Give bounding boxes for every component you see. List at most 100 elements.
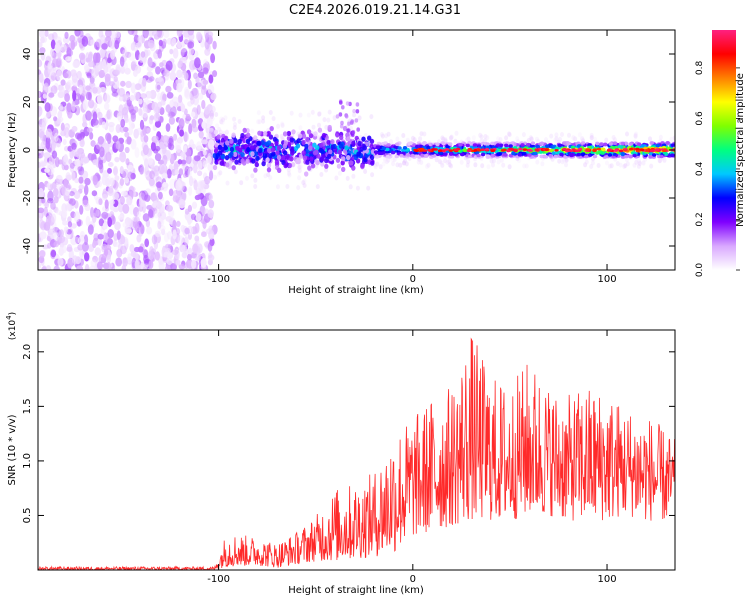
spectrogram-cell <box>367 135 372 141</box>
spectrogram-cell <box>595 141 600 146</box>
spectrogram-cell <box>628 147 634 151</box>
spectrogram-cell <box>69 162 75 169</box>
spectrogram-cell <box>126 195 133 206</box>
spectrogram-cell <box>528 135 533 141</box>
spectrogram-cell <box>441 141 446 146</box>
spectrogram-cell <box>112 192 120 201</box>
spectrogram-cell <box>58 104 64 111</box>
spectrogram-cell <box>150 141 156 152</box>
spectrogram-cell <box>604 137 609 143</box>
spectrogram-cell <box>113 75 118 83</box>
spectrogram-cell <box>296 185 301 191</box>
spectrogram-cell <box>73 190 81 200</box>
spectrogram-cell <box>78 176 84 184</box>
spectrogram-cell <box>622 164 627 169</box>
spectrogram-cell <box>506 149 511 153</box>
spectrogram-cell <box>636 157 641 163</box>
spectrogram-cell <box>337 149 342 155</box>
spectrogram-cell <box>82 121 88 128</box>
spectrogram-cell <box>467 154 473 159</box>
spectrogram-cell <box>355 102 360 107</box>
spectrogram-cell <box>92 159 99 166</box>
spectrogram-cell <box>39 47 46 54</box>
spectrogram-cell <box>141 190 149 201</box>
spectrogram-cell <box>298 125 303 131</box>
spectrogram-cell <box>92 87 98 94</box>
spectrogram-cell <box>190 111 196 118</box>
spectrogram-cell <box>277 167 282 173</box>
spectrogram-cell <box>507 132 512 138</box>
spectrogram-cell <box>101 211 109 219</box>
spectrogram-cell <box>341 105 345 110</box>
spectrogram-cell <box>57 258 64 266</box>
spectrogram-cell <box>649 149 655 153</box>
spectrogram-cell <box>583 162 588 168</box>
spectrogram-cell <box>113 69 120 75</box>
spectrogram-cell <box>38 262 42 270</box>
spectrogram-cell <box>268 175 273 181</box>
spectrogram-cell <box>167 231 172 240</box>
snr-panel: -100 0 100 0.5 1.0 1.5 2.0 Height of straight… <box>5 312 676 596</box>
spectrogram-cell <box>159 107 165 116</box>
spectrogram-cell <box>156 92 162 101</box>
spectrogram-cell <box>274 159 280 165</box>
spectrogram-cell <box>173 133 178 141</box>
spectrogram-cell <box>443 137 448 143</box>
spectrogram-cell <box>584 159 589 165</box>
spectrogram-cell <box>120 235 126 245</box>
spectrogram-cell <box>637 159 642 165</box>
spectrogram-cell <box>187 79 192 90</box>
spectrogram-cell <box>77 166 83 172</box>
spectrogram-cell <box>208 130 215 139</box>
spectrogram-cell <box>623 148 628 151</box>
spectrogram-cell <box>201 99 206 110</box>
spectrogram-cell <box>202 67 209 74</box>
spectrogram-cell <box>377 151 382 155</box>
spectrogram-cell <box>271 116 276 122</box>
spectrogram-cell <box>239 180 244 186</box>
spectrogram-cell <box>137 98 143 105</box>
spectrogram-cell <box>345 101 350 106</box>
spectrogram-cell <box>207 163 214 172</box>
spectrogram-cell <box>608 142 613 146</box>
spectrogram-cell <box>60 122 65 132</box>
spectrogram-cell <box>213 129 219 135</box>
spectrogram-cell <box>489 158 494 164</box>
spectrogram-cell <box>624 154 629 159</box>
spectrogram-cell <box>389 139 393 145</box>
colorbar-tick-label: 0.0 <box>695 263 705 278</box>
spectrogram-cell <box>130 138 137 150</box>
spectrogram-cell <box>126 136 132 145</box>
spectrogram-cell <box>422 131 427 137</box>
spectrogram-cell <box>209 105 216 114</box>
spectrogram-cell <box>204 48 211 56</box>
spectrogram-cell <box>154 145 161 152</box>
spectrogram-cell <box>188 186 193 196</box>
spectrogram-cell <box>105 36 112 42</box>
spectrogram-cell <box>93 65 99 73</box>
spectrogram-cell <box>501 162 506 168</box>
spectrogram-ytick-label: -40 <box>22 238 33 254</box>
spectrogram-cell <box>171 37 177 46</box>
spectrogram-cell <box>179 129 185 137</box>
spectrogram-cell <box>332 115 337 121</box>
spectrogram-cell <box>81 242 89 252</box>
spectrogram-cell <box>92 175 98 186</box>
spectrogram-cell <box>178 168 184 176</box>
spectrogram-cell <box>620 141 626 146</box>
spectrogram-cell <box>395 162 400 168</box>
spectrogram-cell <box>50 85 58 94</box>
snr-scale-prefix: (x10 <box>8 320 18 341</box>
spectrogram-cell <box>122 257 128 267</box>
spectrogram-cell <box>182 185 187 193</box>
spectrogram-cell <box>202 149 207 156</box>
spectrogram-cell <box>448 142 453 146</box>
spectrogram-cell <box>637 142 642 146</box>
spectrogram-cell <box>107 57 112 64</box>
spectrogram-cell <box>38 30 46 38</box>
spectrogram-cell <box>253 135 258 141</box>
spectrogram-cell <box>246 147 251 153</box>
spectrogram-cell <box>476 153 481 158</box>
spectrogram-cell <box>240 158 245 164</box>
spectrogram-cell <box>327 109 332 115</box>
